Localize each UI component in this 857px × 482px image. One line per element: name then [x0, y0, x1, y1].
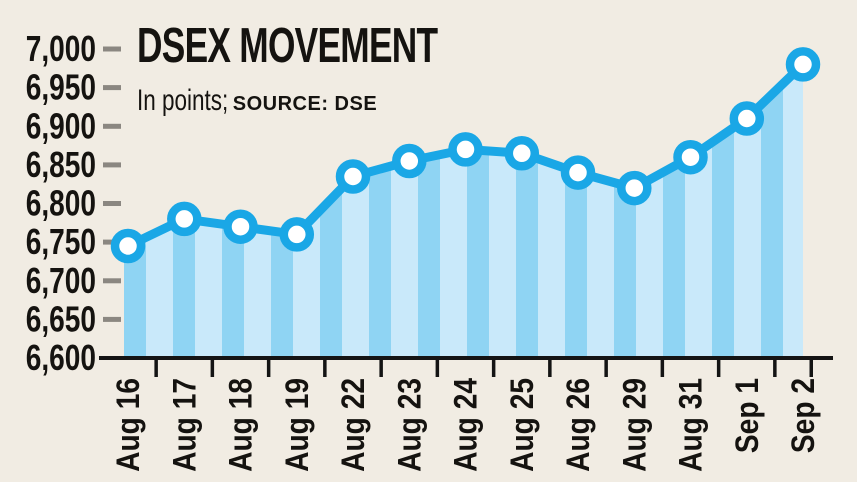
data-point-marker	[279, 217, 315, 252]
x-axis-tick	[660, 356, 665, 377]
chart-header: DSEX MOVEMENT In points; SOURCE: DSE	[137, 22, 554, 118]
data-point-marker	[167, 201, 202, 237]
chart-source-label: SOURCE: DSE	[232, 93, 378, 115]
chart-subtitle-row: In points; SOURCE: DSE	[137, 84, 554, 118]
data-point-marker	[392, 143, 427, 179]
x-axis-tick	[716, 356, 721, 377]
x-axis-label: Aug 25	[505, 378, 540, 472]
x-axis-tick	[548, 356, 552, 377]
area-fill	[124, 64, 803, 359]
y-axis-label: 6,900	[26, 106, 96, 146]
x-axis-tick	[379, 356, 383, 377]
y-axis-tick	[103, 123, 121, 129]
chart-title: DSEX MOVEMENT	[137, 19, 438, 73]
y-axis-label: 7,000	[26, 29, 96, 69]
x-axis-tick	[323, 356, 327, 377]
x-axis-label: Aug 23	[393, 378, 428, 472]
y-axis-tick	[103, 316, 121, 322]
x-axis-label: Aug 18	[224, 378, 259, 472]
y-axis-tick	[103, 162, 121, 168]
x-axis-tick	[266, 356, 271, 377]
x-axis-label: Aug 22	[336, 378, 371, 472]
data-point-marker	[560, 155, 596, 190]
x-axis-label: Aug 17	[168, 378, 203, 472]
chart-units-label: In points;	[137, 84, 229, 117]
data-point-marker	[504, 136, 540, 171]
y-axis-tick	[103, 278, 121, 284]
data-point-marker	[673, 139, 708, 175]
data-point-marker	[729, 101, 765, 136]
x-axis-label: Aug 24	[449, 378, 484, 472]
y-axis-label: 6,700	[26, 260, 96, 300]
x-axis-line	[99, 356, 833, 360]
x-axis-tick	[154, 356, 158, 377]
data-point-marker	[335, 159, 371, 194]
data-point-marker	[110, 228, 146, 264]
y-axis-label: 6,950	[26, 67, 96, 107]
x-axis-tick	[773, 356, 777, 377]
y-axis-label: 6,750	[26, 222, 96, 262]
x-axis-tick	[435, 356, 440, 377]
data-point-marker	[617, 170, 652, 206]
x-axis-tick	[809, 356, 813, 377]
data-point-marker	[448, 132, 483, 167]
y-axis-tick	[103, 85, 121, 91]
x-axis-label: Aug 29	[618, 378, 653, 472]
data-point-marker	[785, 47, 821, 82]
x-axis-tick	[210, 356, 215, 377]
x-axis-tick	[604, 356, 608, 377]
y-axis-label: 6,600	[26, 338, 96, 378]
x-axis-label: Aug 16	[111, 378, 146, 472]
x-axis-label: Sep 1	[730, 378, 765, 453]
y-axis-tick	[103, 201, 121, 206]
data-point-marker	[223, 209, 258, 244]
x-axis-tick	[491, 356, 496, 377]
y-axis-tick	[103, 46, 121, 52]
y-axis-label: 6,650	[26, 299, 96, 339]
y-axis-label: 6,850	[26, 145, 96, 185]
x-axis-label: Sep 2	[786, 378, 821, 453]
x-axis-label: Aug 26	[561, 378, 596, 472]
x-axis-label: Aug 19	[280, 378, 315, 472]
x-axis-label: Aug 31	[674, 378, 709, 472]
y-axis-label: 6,800	[26, 183, 96, 223]
